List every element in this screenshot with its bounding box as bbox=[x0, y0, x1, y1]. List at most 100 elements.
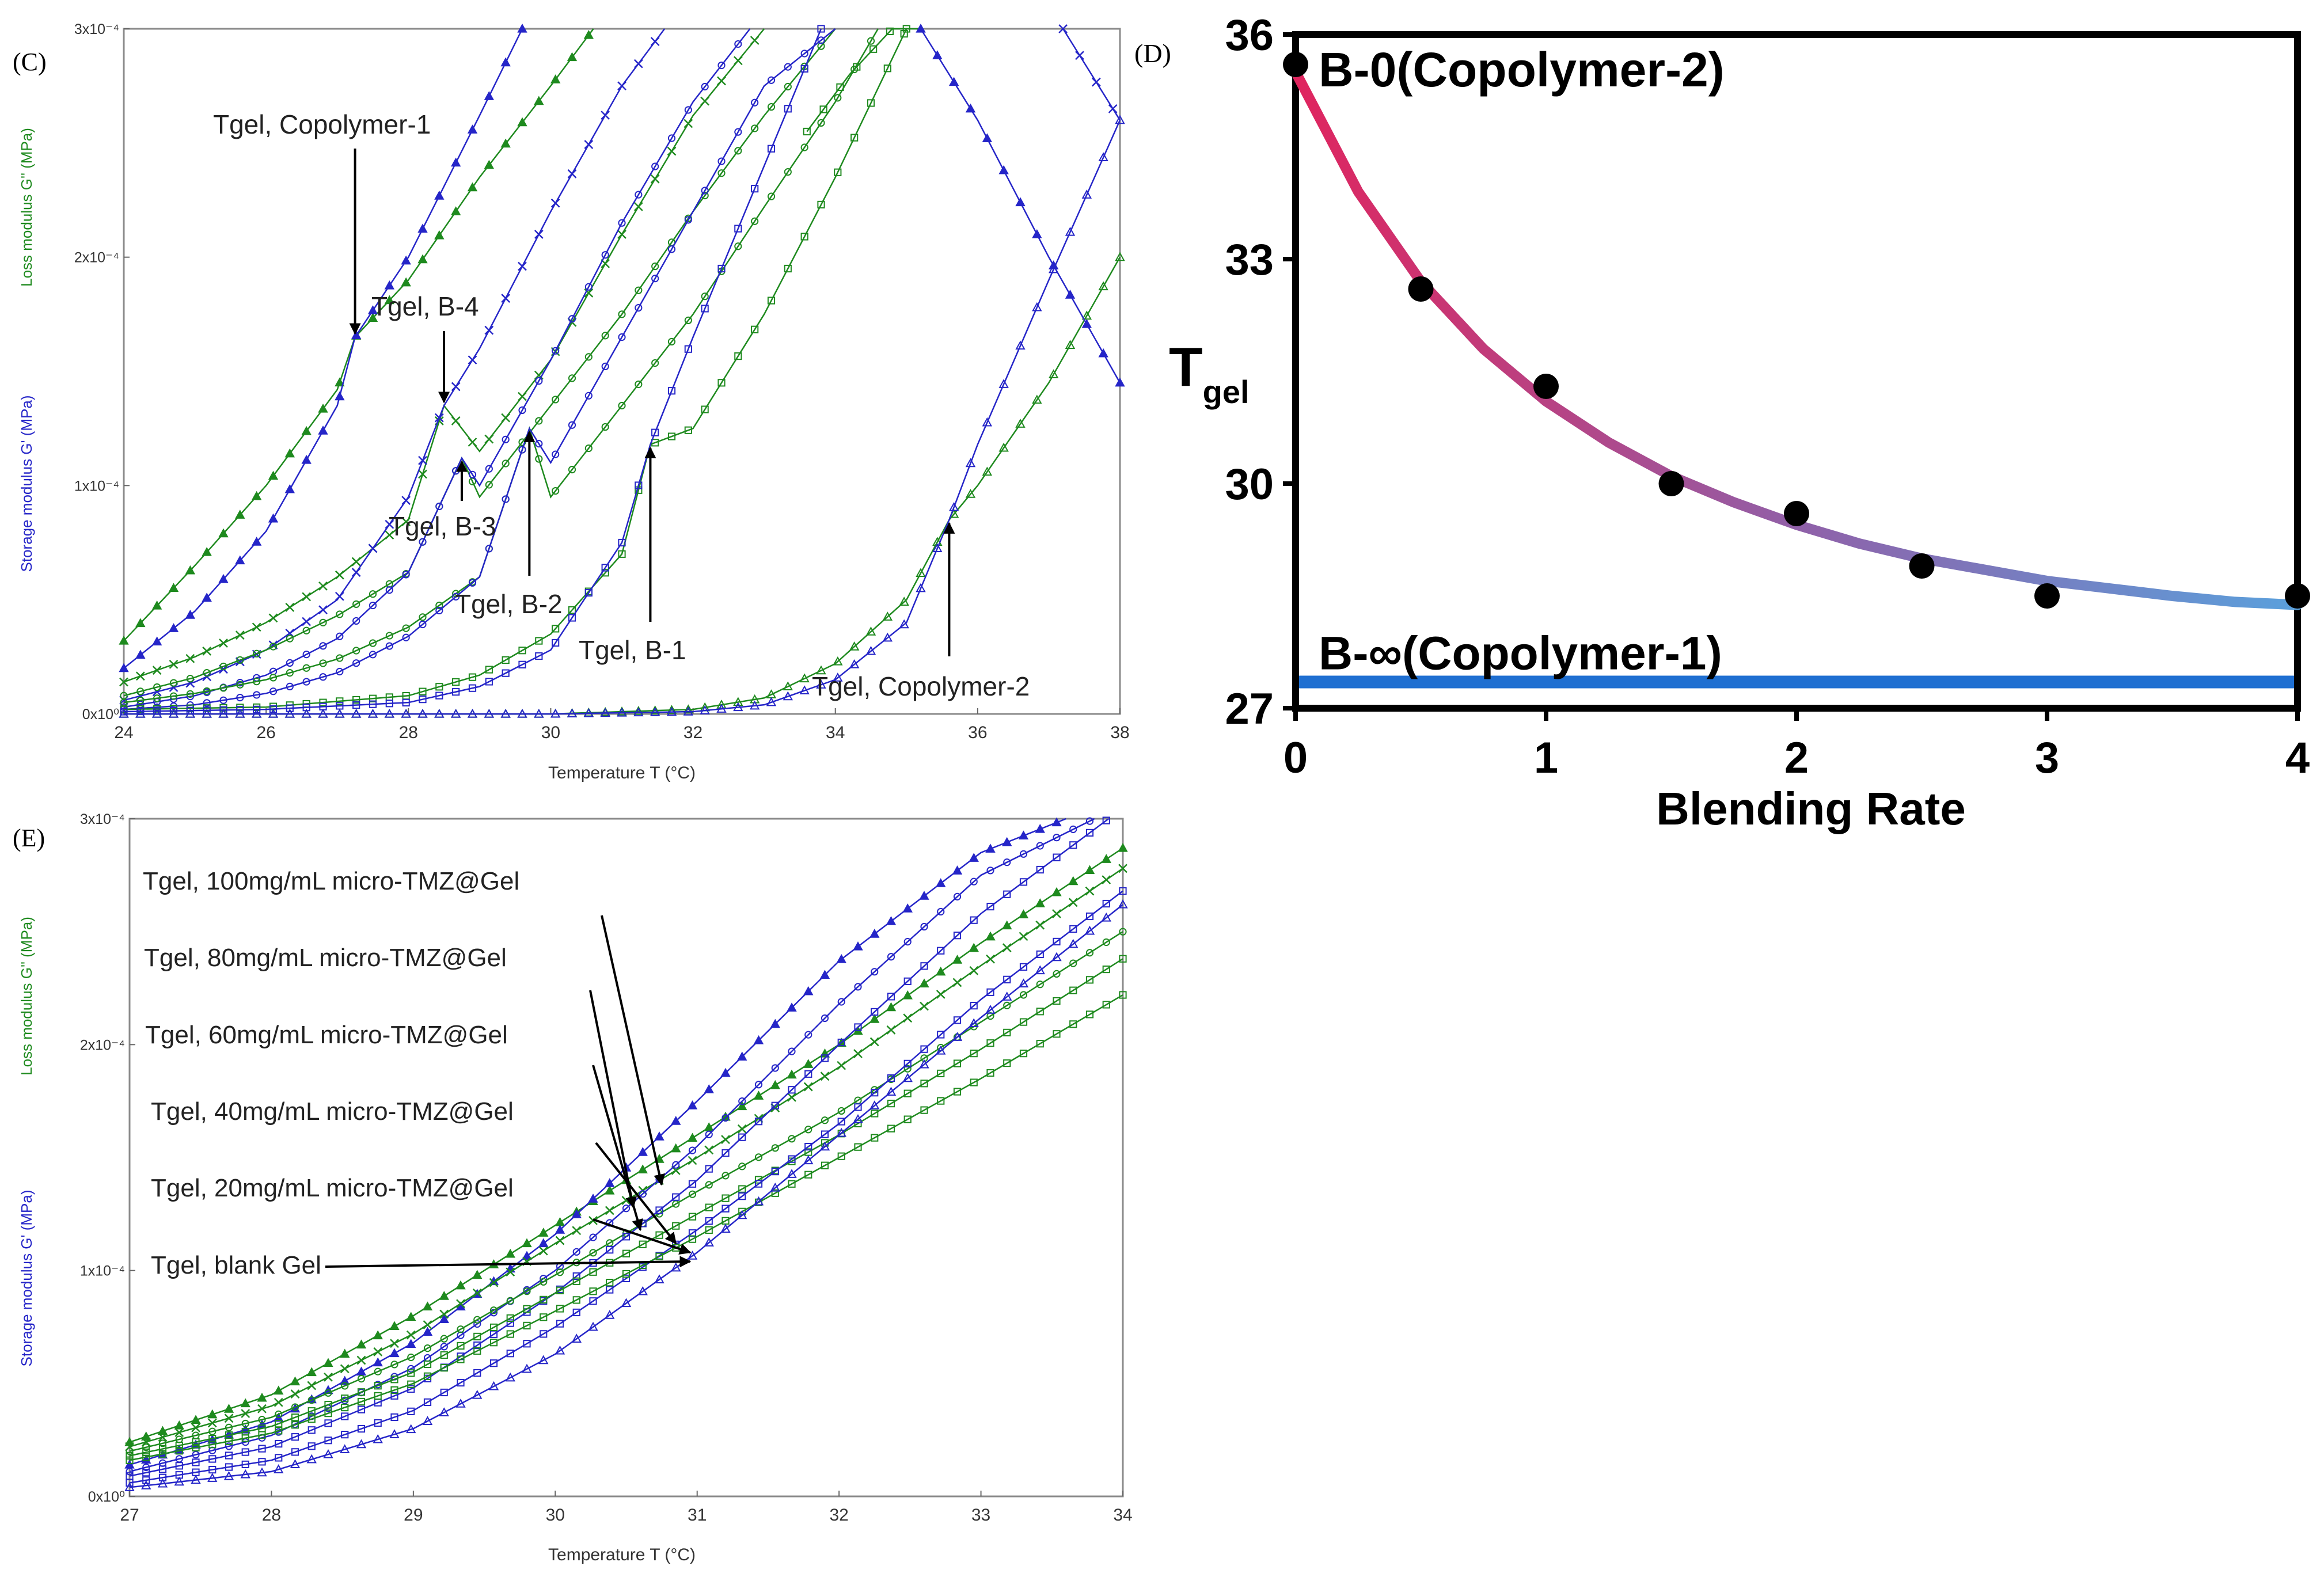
series-marker bbox=[158, 1432, 168, 1442]
series-marker bbox=[435, 606, 443, 615]
x-tick-label: 31 bbox=[688, 1506, 707, 1525]
series-marker bbox=[555, 1217, 565, 1226]
series-marker bbox=[882, 611, 893, 621]
series-marker bbox=[435, 502, 443, 511]
series-marker bbox=[1101, 912, 1111, 922]
series-marker bbox=[1068, 876, 1079, 886]
series-marker bbox=[352, 600, 360, 608]
series-marker bbox=[440, 1388, 448, 1397]
series-marker bbox=[803, 1155, 814, 1165]
series-marker bbox=[651, 275, 659, 283]
panel-e-xlabel: Temperature T (°C) bbox=[548, 1545, 696, 1564]
series-marker bbox=[1019, 1018, 1028, 1026]
series-marker bbox=[937, 1069, 945, 1078]
series-marker bbox=[1048, 260, 1059, 269]
series-marker bbox=[651, 428, 659, 436]
series-marker bbox=[1053, 853, 1061, 861]
series-marker bbox=[869, 45, 878, 53]
series-marker bbox=[738, 1097, 746, 1105]
series-marker bbox=[389, 1321, 400, 1331]
series-marker bbox=[422, 1327, 433, 1336]
series-marker bbox=[336, 697, 344, 705]
series-marker bbox=[185, 610, 196, 619]
series-marker bbox=[1069, 825, 1077, 833]
series-marker bbox=[219, 684, 227, 692]
series-marker bbox=[318, 605, 328, 615]
series-line bbox=[129, 994, 1123, 1461]
panel-d-frame bbox=[1292, 31, 2301, 712]
series-marker bbox=[886, 916, 897, 925]
series-marker bbox=[367, 708, 378, 718]
series-marker bbox=[986, 988, 994, 996]
series-marker bbox=[705, 1181, 713, 1189]
series-marker bbox=[734, 40, 742, 48]
series-marker bbox=[439, 1291, 449, 1300]
series-marker bbox=[734, 242, 742, 250]
tgel-annotation-label: Tgel, B-4 bbox=[371, 291, 479, 321]
series-marker bbox=[1032, 394, 1042, 404]
series-marker bbox=[407, 1385, 415, 1393]
series-marker bbox=[457, 1355, 465, 1363]
series-marker bbox=[767, 103, 776, 111]
series-marker bbox=[1069, 841, 1077, 849]
series-marker bbox=[1015, 197, 1026, 207]
series-marker bbox=[1053, 834, 1061, 842]
series-marker bbox=[738, 1162, 746, 1171]
series-marker bbox=[1085, 829, 1094, 837]
series-marker bbox=[1085, 976, 1094, 984]
series-marker bbox=[700, 705, 710, 715]
series-marker bbox=[286, 634, 294, 643]
series-marker bbox=[540, 1330, 548, 1338]
series-marker bbox=[351, 708, 362, 718]
series-marker bbox=[369, 590, 377, 598]
series-marker bbox=[1015, 419, 1026, 428]
series-marker bbox=[635, 191, 643, 199]
series-marker bbox=[1048, 369, 1059, 378]
series-marker bbox=[207, 1418, 217, 1428]
series-marker bbox=[306, 1454, 317, 1464]
series-marker bbox=[666, 706, 677, 716]
series-marker bbox=[323, 1358, 333, 1367]
series-marker bbox=[423, 1360, 432, 1369]
series-marker bbox=[836, 83, 844, 91]
series-marker bbox=[336, 654, 344, 662]
series-marker bbox=[174, 1476, 184, 1486]
series-marker bbox=[903, 1059, 912, 1067]
y-tick-label: 0x10⁰ bbox=[82, 706, 119, 723]
series-marker bbox=[721, 1149, 730, 1157]
series-marker bbox=[787, 1169, 797, 1178]
series-marker bbox=[274, 1385, 284, 1395]
series-marker bbox=[318, 708, 328, 718]
series-marker bbox=[135, 671, 145, 681]
series-marker bbox=[341, 1403, 349, 1412]
series-marker bbox=[500, 57, 511, 67]
series-marker bbox=[1003, 1028, 1011, 1037]
series-marker bbox=[606, 1286, 614, 1294]
series-marker bbox=[639, 1190, 647, 1198]
series-marker bbox=[389, 1348, 400, 1358]
series-marker bbox=[119, 708, 129, 718]
series-marker bbox=[953, 1016, 962, 1024]
series-marker bbox=[1019, 850, 1028, 858]
series-marker bbox=[236, 656, 244, 664]
series-marker bbox=[854, 1023, 862, 1031]
series-marker bbox=[318, 425, 328, 435]
series-marker bbox=[484, 159, 495, 169]
series-marker bbox=[269, 674, 278, 682]
series-marker bbox=[142, 1476, 150, 1484]
series-marker bbox=[572, 1296, 580, 1304]
series-marker bbox=[126, 1447, 134, 1456]
series-marker bbox=[970, 1050, 978, 1058]
series-marker bbox=[985, 1005, 996, 1014]
series-marker bbox=[534, 708, 544, 718]
series-marker bbox=[218, 573, 229, 583]
series-marker bbox=[151, 708, 162, 718]
series-marker bbox=[335, 377, 345, 387]
series-marker bbox=[788, 1135, 796, 1143]
tgel-annotation-label: Tgel, 100mg/mL micro-TMZ@Gel bbox=[143, 867, 519, 895]
series-marker bbox=[302, 592, 312, 602]
series-marker bbox=[540, 1278, 548, 1286]
series-marker bbox=[236, 679, 244, 687]
series-marker bbox=[821, 1130, 829, 1138]
